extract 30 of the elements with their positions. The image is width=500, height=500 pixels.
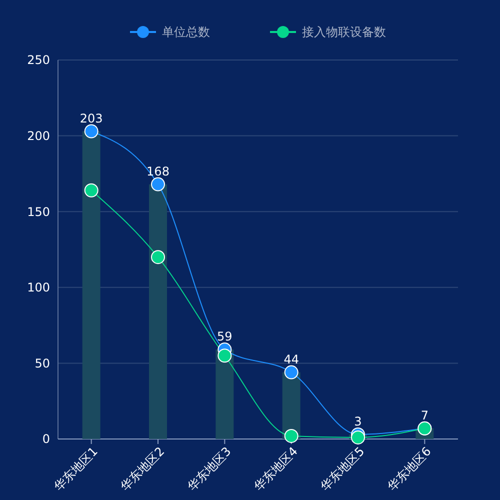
y-tick-label: 200: [27, 129, 50, 143]
x-tick-label: 华东地区1: [51, 444, 100, 494]
data-label: 7: [420, 408, 428, 422]
legend-label: 单位总数: [162, 25, 210, 40]
point: [218, 348, 232, 363]
data-label: 59: [217, 330, 232, 344]
point: [284, 428, 298, 443]
x-tick-label: 华东地区4: [251, 444, 300, 494]
bar: [82, 131, 100, 439]
point: [284, 365, 298, 380]
point: [151, 177, 165, 192]
y-tick-label: 0: [42, 432, 50, 446]
point: [84, 183, 98, 198]
data-label: 168: [146, 164, 170, 178]
point: [351, 430, 365, 444]
data-label: 3: [354, 414, 362, 428]
legend-label: 接入物联设备数: [302, 25, 386, 40]
point: [84, 124, 98, 138]
point: [151, 250, 165, 264]
y-tick-label: 150: [27, 204, 50, 219]
y-tick-label: 100: [27, 280, 50, 295]
y-tick-label: 50: [34, 356, 50, 370]
data-label: 44: [284, 352, 299, 366]
y-tick-label: 250: [27, 53, 50, 68]
x-tick-label: 华东地区5: [318, 444, 368, 494]
data-label: 203: [80, 111, 103, 126]
x-tick-label: 华东地区3: [184, 444, 234, 494]
x-tick-label: 华东地区2: [118, 444, 168, 494]
x-tick-label: 华东地区6: [384, 444, 434, 494]
bar: [149, 184, 167, 439]
